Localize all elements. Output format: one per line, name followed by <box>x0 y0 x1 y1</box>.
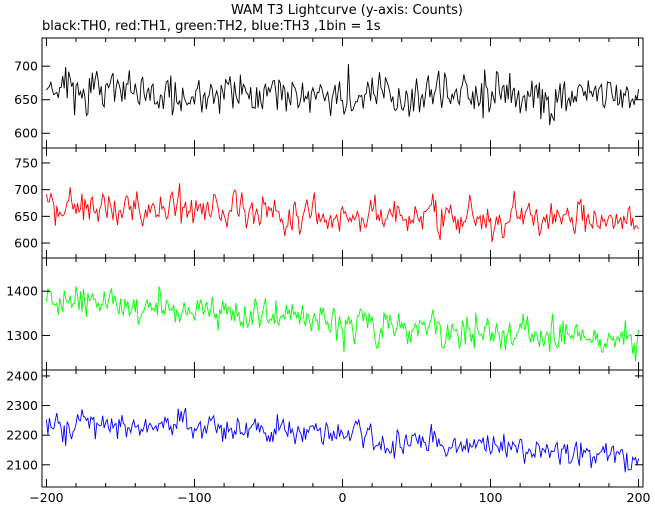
y-tick-label: 600 <box>14 126 38 141</box>
panel-th2: 1300 1400 <box>6 257 644 371</box>
x-axis: −200 −100 0 100 200 <box>29 490 650 505</box>
panel-th1: 600 650 700 750 <box>14 147 644 259</box>
y-tick-label: 1300 <box>6 328 38 343</box>
x-tick-label: −200 <box>29 490 63 505</box>
panel-frame <box>41 369 644 488</box>
x-tick-label: −100 <box>177 490 211 505</box>
y-tick-label: 2100 <box>6 457 38 472</box>
y-tick-label: 700 <box>14 59 38 74</box>
series-line-th0 <box>46 64 640 126</box>
y-tick-label: 1400 <box>6 284 38 299</box>
panel-th3: 2100 2200 2300 2400 <box>6 368 644 488</box>
y-tick-label: 750 <box>14 155 38 170</box>
y-tick-label: 650 <box>14 92 38 107</box>
panels: 600 650 700 600 650 700 750 1300 1400 2100 2200 230… <box>6 37 644 488</box>
x-tick-label: 0 <box>339 490 347 505</box>
y-tick-label: 600 <box>14 236 38 251</box>
y-tick-label: 2300 <box>6 398 38 413</box>
panel-frame <box>41 147 644 259</box>
series-line-th3 <box>45 407 639 473</box>
y-tick-label: 2200 <box>6 428 38 443</box>
x-tick-label: 100 <box>479 490 503 505</box>
panel-th0: 600 650 700 <box>14 37 644 149</box>
x-tick-label: 200 <box>627 490 651 505</box>
series-line-th2 <box>45 286 640 362</box>
y-tick-label: 2400 <box>6 368 38 383</box>
chart-title: WAM T3 Lightcurve (y-axis: Counts) <box>231 3 463 18</box>
y-tick-label: 650 <box>14 209 38 224</box>
y-tick-label: 700 <box>14 182 38 197</box>
series-line-th1 <box>45 183 639 243</box>
chart-subtitle: black:TH0, red:TH1, green:TH2, blue:TH3 … <box>42 19 381 34</box>
